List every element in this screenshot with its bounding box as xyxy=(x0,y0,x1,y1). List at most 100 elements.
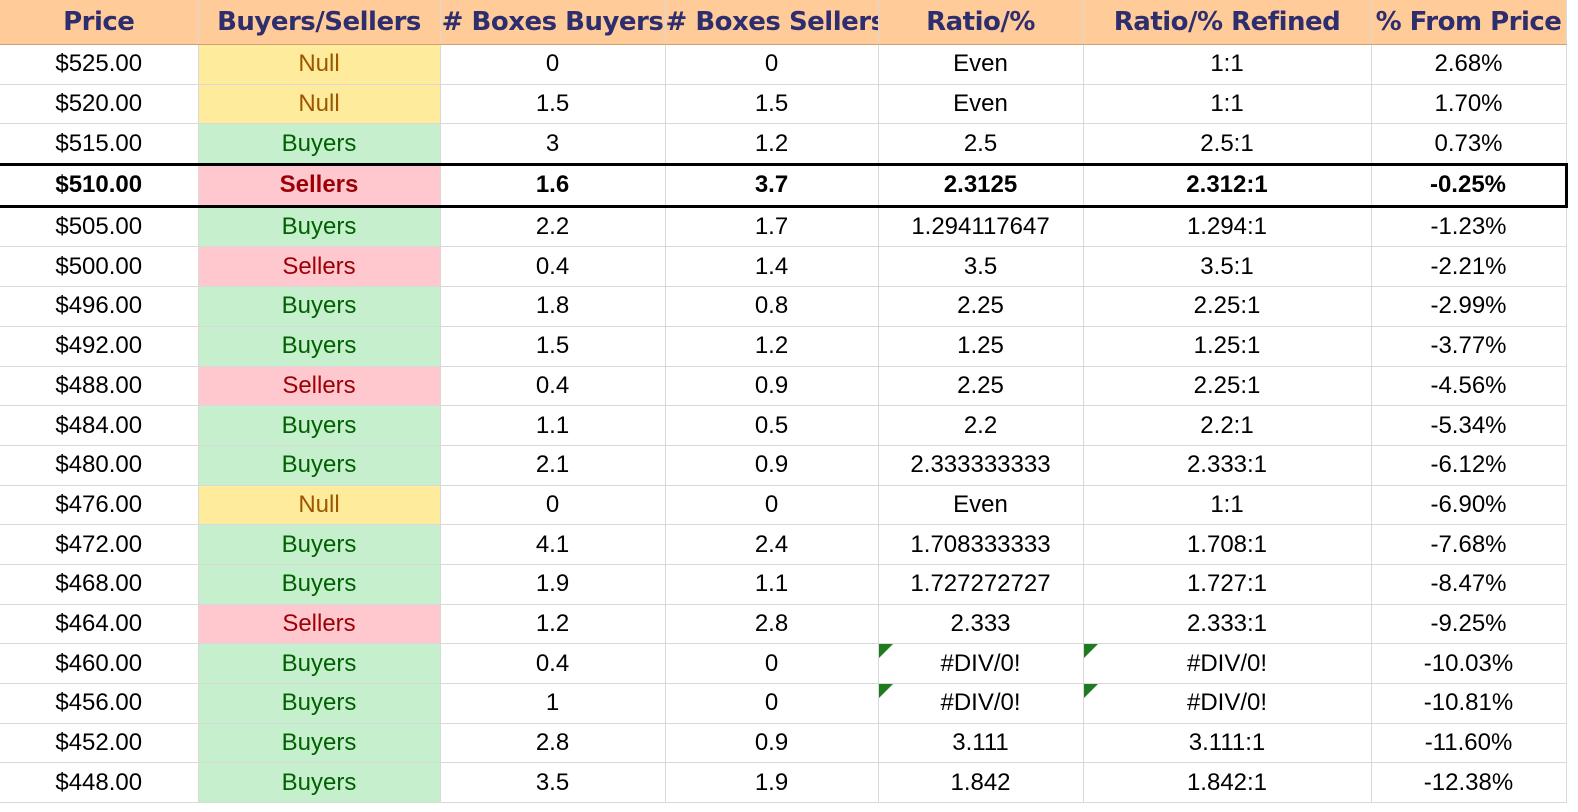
from-price-cell[interactable]: -8.47% xyxy=(1371,564,1567,605)
ratio-cell[interactable]: 2.333 xyxy=(878,604,1084,645)
buyers-sellers-cell[interactable]: Buyers xyxy=(198,762,441,804)
boxes-buyers-cell[interactable]: 0.4 xyxy=(440,643,666,684)
error-indicator-icon[interactable] xyxy=(878,644,893,659)
price-cell[interactable]: $464.00 xyxy=(0,604,199,645)
ratio-cell[interactable]: 1.294117647 xyxy=(878,206,1084,248)
boxes-buyers-cell[interactable]: 1 xyxy=(440,683,666,724)
ratio-refined-cell[interactable]: 3.5:1 xyxy=(1083,246,1372,288)
ratio-cell[interactable]: 2.25 xyxy=(878,286,1084,327)
buyers-sellers-cell[interactable]: Buyers xyxy=(198,286,441,327)
boxes-sellers-cell[interactable]: 0.9 xyxy=(665,366,879,407)
boxes-sellers-cell[interactable]: 1.5 xyxy=(665,84,879,125)
boxes-buyers-cell[interactable]: 3.5 xyxy=(440,762,666,804)
boxes-buyers-cell[interactable]: 0 xyxy=(440,44,666,85)
ratio-refined-cell[interactable]: 2.2:1 xyxy=(1083,405,1372,446)
ratio-refined-cell[interactable]: 2.333:1 xyxy=(1083,604,1372,645)
error-indicator-icon[interactable] xyxy=(1083,644,1098,659)
header-price[interactable]: Price xyxy=(0,0,199,45)
buyers-sellers-cell[interactable]: Buyers xyxy=(198,524,441,565)
header-buyers-sellers[interactable]: Buyers/Sellers xyxy=(198,0,441,45)
ratio-refined-cell[interactable]: 2.5:1 xyxy=(1083,123,1372,166)
from-price-cell[interactable]: -2.99% xyxy=(1371,286,1567,327)
from-price-cell[interactable]: -3.77% xyxy=(1371,326,1567,367)
error-indicator-icon[interactable] xyxy=(878,684,893,698)
from-price-cell[interactable]: -5.34% xyxy=(1371,405,1567,446)
boxes-sellers-cell[interactable]: 0.5 xyxy=(665,405,879,446)
ratio-cell[interactable]: #DIV/0! xyxy=(878,643,1084,684)
price-cell[interactable]: $515.00 xyxy=(0,123,199,166)
price-cell[interactable]: $480.00 xyxy=(0,445,199,486)
price-cell[interactable]: $472.00 xyxy=(0,524,199,565)
boxes-buyers-cell[interactable]: 1.9 xyxy=(440,564,666,605)
ratio-cell[interactable]: #DIV/0! xyxy=(878,683,1084,724)
boxes-buyers-cell[interactable]: 3 xyxy=(440,123,666,166)
boxes-sellers-cell[interactable]: 0.8 xyxy=(665,286,879,327)
from-price-cell[interactable]: -0.25% xyxy=(1371,163,1568,208)
ratio-refined-cell[interactable]: 1.727:1 xyxy=(1083,564,1372,605)
buyers-sellers-cell[interactable]: Null xyxy=(198,485,441,526)
ratio-refined-cell[interactable]: 3.111:1 xyxy=(1083,723,1372,764)
buyers-sellers-cell[interactable]: Sellers xyxy=(198,246,441,288)
boxes-buyers-cell[interactable]: 2.1 xyxy=(440,445,666,486)
from-price-cell[interactable]: -4.56% xyxy=(1371,366,1567,407)
ratio-refined-cell[interactable]: 1.25:1 xyxy=(1083,326,1372,367)
from-price-cell[interactable]: -11.60% xyxy=(1371,723,1567,764)
from-price-cell[interactable]: 2.68% xyxy=(1371,44,1567,85)
boxes-buyers-cell[interactable]: 0.4 xyxy=(440,366,666,407)
buyers-sellers-cell[interactable]: Buyers xyxy=(198,123,441,166)
ratio-cell[interactable]: Even xyxy=(878,84,1084,125)
price-cell[interactable]: $460.00 xyxy=(0,643,199,684)
ratio-refined-cell[interactable]: 1:1 xyxy=(1083,44,1372,85)
ratio-cell[interactable]: 3.5 xyxy=(878,246,1084,288)
ratio-cell[interactable]: 1.727272727 xyxy=(878,564,1084,605)
boxes-sellers-cell[interactable]: 0 xyxy=(665,643,879,684)
from-price-cell[interactable]: -6.12% xyxy=(1371,445,1567,486)
boxes-buyers-cell[interactable]: 1.8 xyxy=(440,286,666,327)
price-cell[interactable]: $476.00 xyxy=(0,485,199,526)
boxes-sellers-cell[interactable]: 0 xyxy=(665,485,879,526)
boxes-buyers-cell[interactable]: 0.4 xyxy=(440,246,666,288)
buyers-sellers-cell[interactable]: Null xyxy=(198,84,441,125)
boxes-buyers-cell[interactable]: 1.6 xyxy=(440,163,666,208)
ratio-refined-cell[interactable]: 2.25:1 xyxy=(1083,286,1372,327)
boxes-sellers-cell[interactable]: 1.9 xyxy=(665,762,879,804)
boxes-buyers-cell[interactable]: 1.5 xyxy=(440,84,666,125)
ratio-cell[interactable]: 1.708333333 xyxy=(878,524,1084,565)
boxes-buyers-cell[interactable]: 1.2 xyxy=(440,604,666,645)
header-boxes-sellers[interactable]: # Boxes Sellers xyxy=(665,0,879,45)
error-indicator-icon[interactable] xyxy=(1083,684,1098,698)
ratio-refined-cell[interactable]: 1.294:1 xyxy=(1083,206,1372,248)
ratio-refined-cell[interactable]: 2.312:1 xyxy=(1083,163,1372,208)
price-cell[interactable]: $452.00 xyxy=(0,723,199,764)
buyers-sellers-cell[interactable]: Buyers xyxy=(198,683,441,724)
buyers-sellers-cell[interactable]: Buyers xyxy=(198,643,441,684)
header-ratio-refined[interactable]: Ratio/% Refined xyxy=(1083,0,1372,45)
price-cell[interactable]: $496.00 xyxy=(0,286,199,327)
ratio-refined-cell[interactable]: 2.25:1 xyxy=(1083,366,1372,407)
from-price-cell[interactable]: 1.70% xyxy=(1371,84,1567,125)
price-cell[interactable]: $468.00 xyxy=(0,564,199,605)
buyers-sellers-cell[interactable]: Buyers xyxy=(198,564,441,605)
buyers-sellers-cell[interactable]: Buyers xyxy=(198,405,441,446)
buyers-sellers-cell[interactable]: Buyers xyxy=(198,723,441,764)
boxes-buyers-cell[interactable]: 1.5 xyxy=(440,326,666,367)
ratio-refined-cell[interactable]: 1.708:1 xyxy=(1083,524,1372,565)
ratio-refined-cell[interactable]: 1:1 xyxy=(1083,84,1372,125)
price-cell[interactable]: $456.00 xyxy=(0,683,199,724)
boxes-buyers-cell[interactable]: 4.1 xyxy=(440,524,666,565)
price-cell[interactable]: $520.00 xyxy=(0,84,199,125)
boxes-sellers-cell[interactable]: 1.7 xyxy=(665,206,879,248)
price-cell[interactable]: $488.00 xyxy=(0,366,199,407)
ratio-cell[interactable]: 1.25 xyxy=(878,326,1084,367)
ratio-cell[interactable]: 2.5 xyxy=(878,123,1084,166)
price-cell[interactable]: $525.00 xyxy=(0,44,199,85)
from-price-cell[interactable]: -7.68% xyxy=(1371,524,1567,565)
from-price-cell[interactable]: -12.38% xyxy=(1371,762,1567,804)
ratio-refined-cell[interactable]: 1.842:1 xyxy=(1083,762,1372,804)
ratio-cell[interactable]: Even xyxy=(878,485,1084,526)
header-ratio[interactable]: Ratio/% xyxy=(878,0,1084,45)
from-price-cell[interactable]: 0.73% xyxy=(1371,123,1567,166)
from-price-cell[interactable]: -10.03% xyxy=(1371,643,1567,684)
boxes-sellers-cell[interactable]: 1.2 xyxy=(665,326,879,367)
boxes-sellers-cell[interactable]: 0.9 xyxy=(665,723,879,764)
